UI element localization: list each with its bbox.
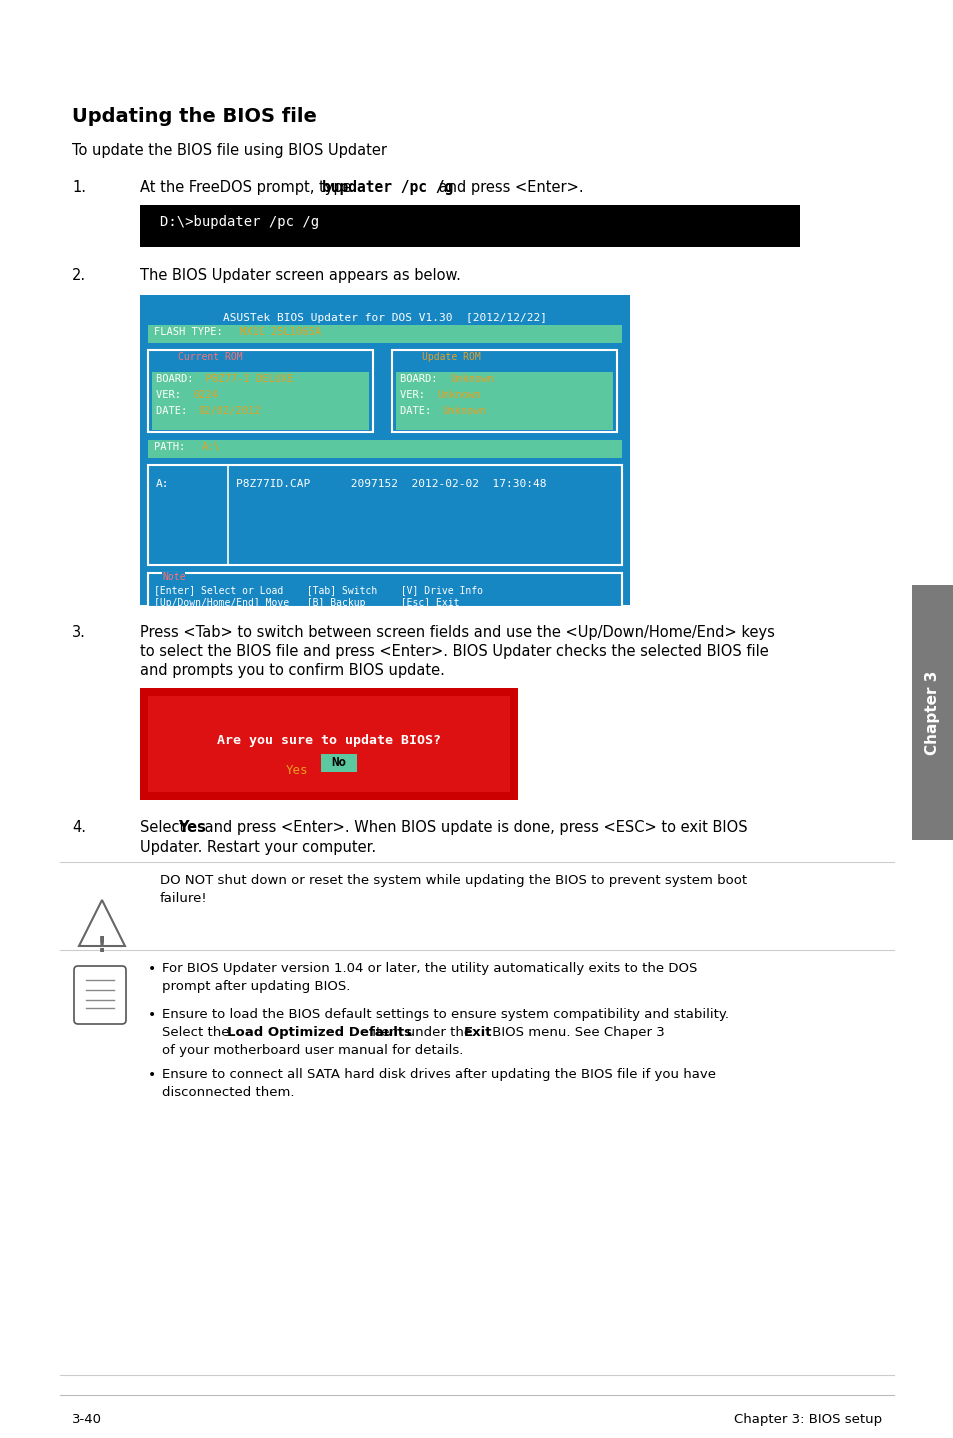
Bar: [148, 349, 373, 431]
Text: Current ROM: Current ROM: [178, 352, 242, 362]
Text: failure!: failure!: [160, 892, 208, 905]
Text: Select: Select: [140, 820, 190, 835]
Text: 4.: 4.: [71, 820, 86, 835]
Text: •: •: [148, 1068, 156, 1081]
Text: Yes: Yes: [178, 820, 206, 835]
Text: D:\>bupdater /pc /g: D:\>bupdater /pc /g: [160, 216, 319, 229]
Text: To update the BIOS file using BIOS Updater: To update the BIOS file using BIOS Updat…: [71, 142, 387, 158]
Text: VER:: VER:: [156, 390, 187, 400]
Bar: [911, 585, 953, 840]
Text: Select the: Select the: [162, 1025, 233, 1040]
Text: Unknown: Unknown: [441, 406, 485, 416]
Text: BIOS menu. See Chaper 3: BIOS menu. See Chaper 3: [488, 1025, 664, 1040]
Text: !: !: [97, 936, 107, 956]
Text: A:: A:: [156, 479, 170, 489]
Text: 2.: 2.: [71, 267, 86, 283]
Text: to select the BIOS file and press <Enter>. BIOS Updater checks the selected BIOS: to select the BIOS file and press <Enter…: [140, 644, 768, 659]
Text: 0224: 0224: [193, 390, 218, 400]
Text: VER:: VER:: [399, 390, 431, 400]
Text: Unknown: Unknown: [450, 374, 494, 384]
Bar: [395, 372, 613, 430]
Text: P8Z77-I DELUXE: P8Z77-I DELUXE: [206, 374, 294, 384]
Text: •: •: [148, 962, 156, 976]
Text: Chapter 3: BIOS setup: Chapter 3: BIOS setup: [733, 1414, 882, 1426]
Text: Load Optimized Defaults: Load Optimized Defaults: [227, 1025, 412, 1040]
Bar: [148, 325, 621, 344]
Text: FLASH TYPE:: FLASH TYPE:: [153, 326, 229, 336]
Text: Are you sure to update BIOS?: Are you sure to update BIOS?: [216, 733, 440, 746]
Text: disconnected them.: disconnected them.: [162, 1086, 294, 1099]
Text: bupdater /pc /g: bupdater /pc /g: [322, 180, 453, 196]
Bar: [392, 349, 617, 431]
Text: Note: Note: [162, 572, 185, 582]
Bar: [148, 440, 621, 457]
Text: ASUSTek BIOS Updater for DOS V1.30  [2012/12/22]: ASUSTek BIOS Updater for DOS V1.30 [2012…: [223, 313, 546, 324]
Bar: [148, 464, 621, 565]
Bar: [320, 754, 356, 772]
Bar: [140, 687, 517, 800]
Text: 3.: 3.: [71, 626, 86, 640]
Text: The BIOS Updater screen appears as below.: The BIOS Updater screen appears as below…: [140, 267, 460, 283]
Text: DO NOT shut down or reset the system while updating the BIOS to prevent system b: DO NOT shut down or reset the system whi…: [160, 874, 746, 887]
Bar: [140, 206, 800, 247]
Text: No: No: [331, 756, 346, 769]
Text: Unknown: Unknown: [436, 390, 480, 400]
Text: At the FreeDOS prompt, type: At the FreeDOS prompt, type: [140, 180, 355, 196]
Text: Ensure to connect all SATA hard disk drives after updating the BIOS file if you : Ensure to connect all SATA hard disk dri…: [162, 1068, 716, 1081]
Text: [Up/Down/Home/End] Move   [B] Backup      [Esc] Exit: [Up/Down/Home/End] Move [B] Backup [Esc]…: [153, 598, 459, 608]
Text: Yes: Yes: [286, 764, 308, 777]
Text: DATE:: DATE:: [156, 406, 193, 416]
Text: PATH:: PATH:: [153, 441, 192, 452]
Text: For BIOS Updater version 1.04 or later, the utility automatically exits to the D: For BIOS Updater version 1.04 or later, …: [162, 962, 697, 975]
Text: [Enter] Select or Load    [Tab] Switch    [V] Drive Info: [Enter] Select or Load [Tab] Switch [V] …: [153, 585, 482, 595]
Text: and press <Enter>.: and press <Enter>.: [434, 180, 583, 196]
Text: MX1C 25L1065A: MX1C 25L1065A: [240, 326, 321, 336]
FancyBboxPatch shape: [74, 966, 126, 1024]
Text: •: •: [148, 1008, 156, 1022]
Polygon shape: [79, 900, 125, 946]
Text: BOARD:: BOARD:: [156, 374, 199, 384]
Text: item under the: item under the: [368, 1025, 476, 1040]
Text: P8Z77ID.CAP      2097152  2012-02-02  17:30:48: P8Z77ID.CAP 2097152 2012-02-02 17:30:48: [235, 479, 546, 489]
Text: Update ROM: Update ROM: [421, 352, 480, 362]
Text: DATE:: DATE:: [399, 406, 437, 416]
Text: BOARD:: BOARD:: [399, 374, 443, 384]
Text: Exit: Exit: [463, 1025, 492, 1040]
Text: Updater. Restart your computer.: Updater. Restart your computer.: [140, 840, 375, 856]
Text: Chapter 3: Chapter 3: [924, 670, 940, 755]
Text: Updating the BIOS file: Updating the BIOS file: [71, 106, 316, 127]
Text: prompt after updating BIOS.: prompt after updating BIOS.: [162, 981, 350, 994]
Text: A:\: A:\: [202, 441, 220, 452]
Text: and press <Enter>. When BIOS update is done, press <ESC> to exit BIOS: and press <Enter>. When BIOS update is d…: [200, 820, 747, 835]
Text: and prompts you to confirm BIOS update.: and prompts you to confirm BIOS update.: [140, 663, 444, 677]
Text: 1.: 1.: [71, 180, 86, 196]
Text: Press <Tab> to switch between screen fields and use the <Up/Down/Home/End> keys: Press <Tab> to switch between screen fie…: [140, 626, 774, 640]
Text: 02/02/2012: 02/02/2012: [198, 406, 260, 416]
Bar: [152, 372, 369, 430]
Text: of your motherboard user manual for details.: of your motherboard user manual for deta…: [162, 1044, 463, 1057]
Bar: [148, 696, 510, 792]
Bar: [148, 572, 621, 607]
Text: Ensure to load the BIOS default settings to ensure system compatibility and stab: Ensure to load the BIOS default settings…: [162, 1008, 728, 1021]
Text: 3-40: 3-40: [71, 1414, 102, 1426]
Bar: [140, 295, 629, 605]
